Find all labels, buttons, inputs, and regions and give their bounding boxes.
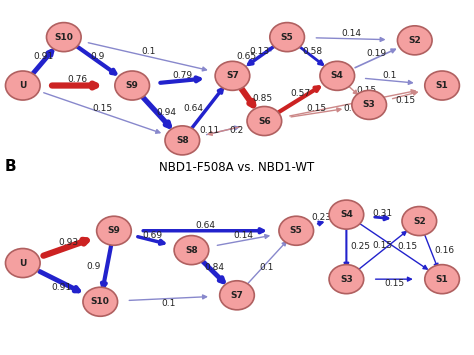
Text: 0.13: 0.13 xyxy=(343,104,363,113)
Text: S1: S1 xyxy=(436,81,448,90)
Text: U: U xyxy=(19,81,27,90)
Text: B: B xyxy=(5,159,17,174)
Text: S10: S10 xyxy=(55,33,73,42)
Ellipse shape xyxy=(219,281,255,310)
Text: 0.1: 0.1 xyxy=(259,263,274,272)
Text: 0.9: 0.9 xyxy=(91,52,105,61)
Text: S5: S5 xyxy=(281,33,293,42)
Text: 0.1: 0.1 xyxy=(162,299,176,308)
Text: S3: S3 xyxy=(340,275,353,284)
Ellipse shape xyxy=(83,287,118,316)
Ellipse shape xyxy=(279,216,314,245)
Text: 0.76: 0.76 xyxy=(67,75,88,83)
Text: 0.65: 0.65 xyxy=(236,52,256,61)
Text: S10: S10 xyxy=(91,297,109,306)
Text: 0.64: 0.64 xyxy=(195,222,215,230)
Text: 0.2: 0.2 xyxy=(230,126,244,135)
Text: 0.84: 0.84 xyxy=(204,263,224,272)
Ellipse shape xyxy=(425,71,459,100)
Text: 0.1: 0.1 xyxy=(141,47,155,56)
Text: 0.25: 0.25 xyxy=(350,242,370,251)
Ellipse shape xyxy=(174,236,209,264)
Text: 0.11: 0.11 xyxy=(200,126,220,135)
Text: 0.57: 0.57 xyxy=(291,89,311,98)
Text: 0.79: 0.79 xyxy=(172,71,192,80)
Text: S6: S6 xyxy=(258,116,271,126)
Text: 0.91: 0.91 xyxy=(52,283,72,292)
Text: 0.58: 0.58 xyxy=(302,47,322,56)
Ellipse shape xyxy=(46,23,81,51)
Ellipse shape xyxy=(165,126,200,155)
Text: 0.1: 0.1 xyxy=(383,71,397,80)
Text: S5: S5 xyxy=(290,226,302,235)
Text: 0.13: 0.13 xyxy=(250,47,270,56)
Ellipse shape xyxy=(6,248,40,278)
Ellipse shape xyxy=(397,26,432,55)
Text: S7: S7 xyxy=(226,71,239,80)
Ellipse shape xyxy=(6,71,40,100)
Text: 0.15: 0.15 xyxy=(92,104,113,113)
Text: S9: S9 xyxy=(108,226,120,235)
Text: 0.31: 0.31 xyxy=(373,208,393,218)
Text: S3: S3 xyxy=(363,100,375,109)
Text: 0.15: 0.15 xyxy=(384,279,404,289)
Ellipse shape xyxy=(320,61,355,91)
Text: 0.9: 0.9 xyxy=(86,262,100,271)
Text: 0.85: 0.85 xyxy=(252,94,272,103)
Text: 0.64: 0.64 xyxy=(184,104,204,113)
Text: S9: S9 xyxy=(126,81,138,90)
Text: 0.16: 0.16 xyxy=(434,246,455,255)
Text: S8: S8 xyxy=(185,246,198,255)
Text: S2: S2 xyxy=(409,36,421,45)
Text: 0.14: 0.14 xyxy=(234,231,254,240)
Text: 0.15: 0.15 xyxy=(357,86,377,95)
Ellipse shape xyxy=(402,207,437,236)
Ellipse shape xyxy=(329,200,364,229)
Text: S4: S4 xyxy=(331,71,344,80)
Text: 0.14: 0.14 xyxy=(341,29,361,38)
Text: 0.23: 0.23 xyxy=(311,213,331,222)
Ellipse shape xyxy=(329,264,364,294)
Text: S2: S2 xyxy=(413,217,426,225)
Ellipse shape xyxy=(247,106,282,136)
Text: S7: S7 xyxy=(230,291,244,300)
Text: 0.15: 0.15 xyxy=(373,241,393,250)
Text: 0.15: 0.15 xyxy=(396,95,416,104)
Text: 0.19: 0.19 xyxy=(366,49,386,58)
Text: 0.15: 0.15 xyxy=(307,104,327,113)
Ellipse shape xyxy=(425,264,459,294)
Text: 0.91: 0.91 xyxy=(33,52,54,61)
Text: 0.69: 0.69 xyxy=(143,231,163,240)
Ellipse shape xyxy=(115,71,149,100)
Text: S8: S8 xyxy=(176,136,189,145)
Text: S4: S4 xyxy=(340,210,353,219)
Text: NBD1-F508A vs. NBD1-WT: NBD1-F508A vs. NBD1-WT xyxy=(159,161,315,174)
Text: S1: S1 xyxy=(436,275,448,284)
Text: U: U xyxy=(19,258,27,268)
Ellipse shape xyxy=(270,23,304,51)
Ellipse shape xyxy=(215,61,250,91)
Text: 0.94: 0.94 xyxy=(156,109,176,118)
Ellipse shape xyxy=(97,216,131,245)
Text: 0.15: 0.15 xyxy=(398,242,418,251)
Text: 0.93: 0.93 xyxy=(58,237,78,246)
Ellipse shape xyxy=(352,91,386,119)
